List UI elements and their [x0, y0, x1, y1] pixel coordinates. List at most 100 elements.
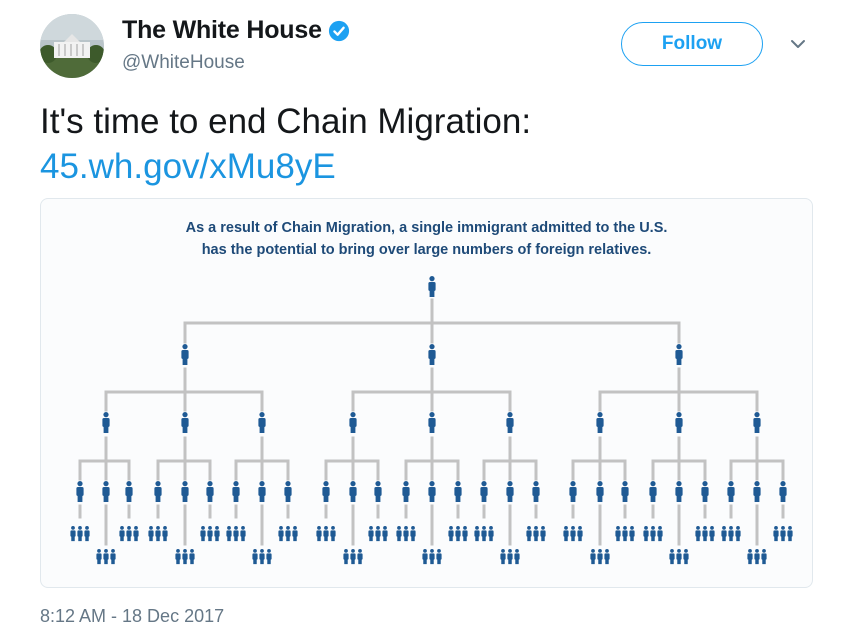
person-icon	[284, 481, 292, 502]
person-icon	[683, 549, 689, 565]
person-icon	[181, 412, 189, 433]
person-icon	[102, 481, 110, 502]
caption-line-2: has the potential to bring over large nu…	[201, 242, 652, 258]
person-icon	[402, 481, 410, 502]
user-handle[interactable]: @WhiteHouse	[122, 52, 245, 73]
person-icon	[70, 526, 76, 542]
person-icon	[428, 276, 436, 297]
caption-line-1: As a result of Chain Migration, a single…	[185, 220, 668, 236]
person-icon	[428, 344, 436, 365]
person-icon	[240, 526, 246, 542]
person-icon	[258, 481, 266, 502]
person-icon	[753, 412, 761, 433]
person-icon	[590, 549, 596, 565]
person-icon	[514, 549, 520, 565]
person-icon	[604, 549, 610, 565]
person-icon	[154, 481, 162, 502]
person-icon	[323, 526, 329, 542]
person-icon	[701, 481, 709, 502]
person-icon	[488, 526, 494, 542]
person-icon	[181, 344, 189, 365]
person-icon	[96, 549, 102, 565]
tweet-timestamp[interactable]: 8:12 AM - 18 Dec 2017	[40, 606, 225, 626]
person-icon	[429, 549, 435, 565]
white-house-photo	[40, 14, 104, 78]
person-icon	[643, 526, 649, 542]
person-icon	[787, 526, 793, 542]
person-icon	[676, 549, 682, 565]
person-icon	[702, 526, 708, 542]
person-icon	[266, 549, 272, 565]
person-icon	[577, 526, 583, 542]
person-icon	[448, 526, 454, 542]
person-icon	[292, 526, 298, 542]
person-icon	[621, 481, 629, 502]
person-icon	[375, 526, 381, 542]
person-icon	[77, 526, 83, 542]
person-icon	[563, 526, 569, 542]
person-icon	[403, 526, 409, 542]
person-icon	[410, 526, 416, 542]
person-icon	[206, 481, 214, 502]
person-icon	[454, 481, 462, 502]
person-icon	[754, 549, 760, 565]
chevron-down-icon[interactable]	[788, 34, 808, 54]
author-name-row[interactable]: The White House	[122, 16, 350, 45]
tweet-text: It's time to end Chain Migration:	[40, 102, 532, 141]
person-icon	[259, 549, 265, 565]
person-icon	[532, 481, 540, 502]
person-icon	[747, 549, 753, 565]
person-icon	[481, 526, 487, 542]
person-icon	[506, 481, 514, 502]
person-icon	[125, 481, 133, 502]
person-icon	[675, 344, 683, 365]
person-icon	[650, 526, 656, 542]
person-icon	[675, 481, 683, 502]
person-icon	[182, 549, 188, 565]
person-icon	[597, 549, 603, 565]
person-icon	[322, 481, 330, 502]
person-icon	[570, 526, 576, 542]
person-icon	[779, 481, 787, 502]
person-icon	[615, 526, 621, 542]
person-icon	[148, 526, 154, 542]
person-icon	[428, 481, 436, 502]
person-icon	[622, 526, 628, 542]
person-icon	[507, 549, 513, 565]
avatar[interactable]	[40, 14, 104, 78]
person-icon	[735, 526, 741, 542]
person-icon	[675, 412, 683, 433]
infographic-card[interactable]: As a result of Chain Migration, a single…	[40, 198, 813, 588]
person-icon	[189, 549, 195, 565]
person-icon	[780, 526, 786, 542]
person-icon	[455, 526, 461, 542]
person-icon	[330, 526, 336, 542]
person-icon	[721, 526, 727, 542]
person-icon	[728, 526, 734, 542]
person-icon	[368, 526, 374, 542]
person-icon	[709, 526, 715, 542]
display-name[interactable]: The White House	[122, 16, 322, 44]
person-icon	[349, 412, 357, 433]
person-icon	[316, 526, 322, 542]
person-icon	[526, 526, 532, 542]
person-icon	[102, 412, 110, 433]
person-icon	[629, 526, 635, 542]
follow-button[interactable]: Follow	[621, 22, 763, 66]
person-icon	[462, 526, 468, 542]
person-icon	[350, 549, 356, 565]
person-icon	[119, 526, 125, 542]
person-icon	[110, 549, 116, 565]
person-icon	[649, 481, 657, 502]
person-icon	[753, 481, 761, 502]
tweet-link[interactable]: 45.wh.gov/xMu8yE	[40, 147, 336, 186]
person-icon	[181, 481, 189, 502]
infographic-caption: As a result of Chain Migration, a single…	[41, 217, 812, 261]
person-icon	[133, 526, 139, 542]
chain-migration-tree	[70, 276, 793, 565]
person-icon	[657, 526, 663, 542]
person-icon	[569, 481, 577, 502]
person-icon	[436, 549, 442, 565]
person-icon	[374, 481, 382, 502]
person-icon	[761, 549, 767, 565]
